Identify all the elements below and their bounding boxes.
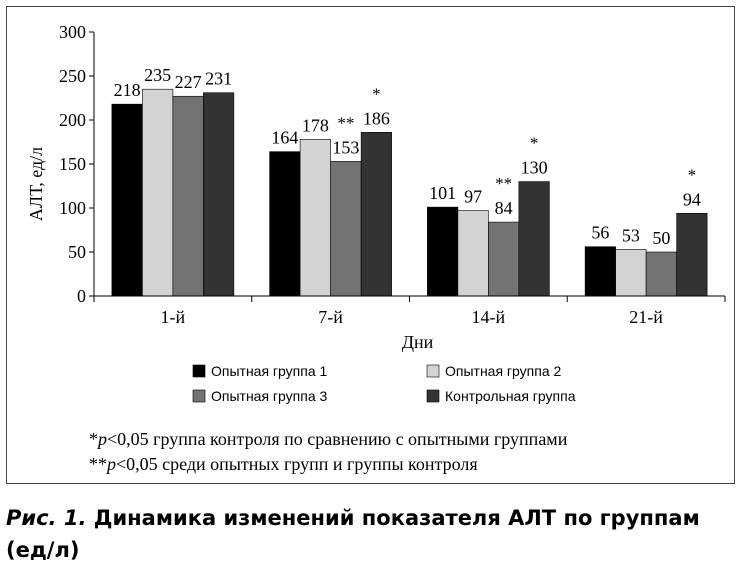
data-label: 130 [521,158,548,178]
x-tick-label: 7-й [318,307,343,327]
legend: Опытная группа 1 Опытная группа 2 Опытная … [192,363,576,404]
legend-swatch [426,364,440,378]
data-label: 227 [175,72,202,92]
data-label: 94 [683,189,701,209]
bar [488,221,520,297]
data-label: 231 [205,69,232,89]
bar [111,103,143,297]
footnote-1-p: p [98,429,107,449]
x-tick-label: 1-й [161,307,186,327]
significance-mark: * [530,134,539,153]
data-label: 153 [332,137,359,157]
bar [676,212,708,297]
x-tick-label: 14-й [472,307,506,327]
bar [645,251,677,297]
data-label: 235 [144,65,171,85]
footnote-2-p: p [107,454,116,474]
y-tick-label: 300 [59,22,86,42]
bar [360,132,392,297]
bar [584,246,616,297]
data-label: 164 [271,128,298,148]
footnote-2-text: <0,05 среди опытных групп и группы контр… [116,454,478,474]
y-tick-label: 150 [59,154,86,174]
significance-mark: ** [495,174,512,193]
x-tick-label: 21-й [629,307,663,327]
y-axis: 0 50 100 150 200 250 300 АЛТ, ед/л [26,22,95,306]
figure-frame: 0 50 100 150 200 250 300 АЛТ, ед/л 218 235 227 231… [6,6,735,484]
significance-mark: * [688,165,697,184]
data-label: 50 [652,228,670,248]
data-label: 84 [495,198,513,218]
legend-label: Опытная группа 2 [445,363,562,379]
data-label: 56 [591,223,609,243]
footnote-2-mark: ** [89,454,107,474]
data-label: 178 [302,115,329,135]
bar [518,181,550,297]
significance-mark: * [372,84,381,103]
bar [203,92,235,297]
caption-prefix: Рис. 1. [6,506,87,530]
x-axis-title: Дни [402,332,434,352]
bar [330,161,362,297]
bar [299,139,331,297]
y-tick-label: 50 [68,242,86,262]
bar [615,249,647,297]
figure-caption: Рис. 1. Динамика изменений показателя АЛ… [6,502,736,566]
x-axis: 1-й 7-й 14-й 21-й Дни [93,295,726,352]
y-tick-label: 200 [59,110,86,130]
footnote-2: **p<0,05 среди опытных групп и группы ко… [89,454,478,475]
y-tick-label: 100 [59,198,86,218]
data-label: 218 [114,80,141,100]
footnote-1: *p<0,05 группа контроля по сравнению с о… [89,429,567,450]
legend-swatch [426,389,440,403]
data-label: 53 [622,225,640,245]
footnote-1-text: <0,05 группа контроля по сравнению с опы… [107,429,568,449]
legend-swatch [192,389,206,403]
legend-label: Опытная группа 3 [211,388,328,404]
legend-label: Контрольная группа [445,388,576,404]
bar [269,151,301,297]
bar [142,88,174,297]
bar [172,95,204,297]
bar [457,210,489,297]
footnote-1-mark: * [89,429,98,449]
y-tick-label: 0 [77,286,86,306]
y-tick-label: 250 [59,66,86,86]
significance-mark: ** [337,113,354,132]
y-axis-title: АЛТ, ед/л [26,147,46,221]
caption-text: Динамика изменений показателя АЛТ по гру… [6,506,700,562]
data-label: 101 [429,183,456,203]
data-label: 186 [363,108,390,128]
legend-swatch [192,364,206,378]
legend-label: Опытная группа 1 [211,363,328,379]
data-label: 97 [464,187,482,207]
bar [427,206,459,297]
